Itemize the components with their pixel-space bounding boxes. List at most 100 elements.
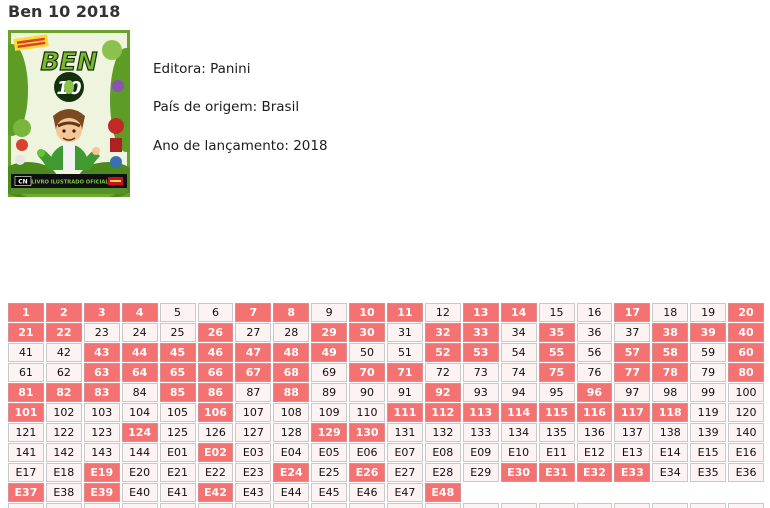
- sticker-cell-E30[interactable]: E30: [500, 463, 537, 482]
- sticker-cell-51[interactable]: 51: [387, 343, 423, 362]
- sticker-cell-68[interactable]: 68: [273, 363, 310, 382]
- sticker-cell-114[interactable]: 114: [500, 403, 537, 422]
- sticker-cell-16[interactable]: 16: [576, 303, 613, 322]
- sticker-cell-55[interactable]: 55: [538, 343, 575, 362]
- sticker-cell-57[interactable]: 57: [614, 343, 651, 362]
- sticker-cell-E13[interactable]: E13: [614, 443, 651, 462]
- sticker-cell-115[interactable]: 115: [538, 403, 575, 422]
- sticker-cell-73[interactable]: 73: [462, 363, 499, 382]
- sticker-cell-109[interactable]: 109: [311, 403, 348, 422]
- sticker-cell-138[interactable]: 138: [652, 423, 689, 442]
- sticker-cell-E01[interactable]: E01: [159, 443, 196, 462]
- sticker-cell-118[interactable]: 118: [652, 403, 689, 422]
- sticker-cell-27[interactable]: 27: [235, 323, 272, 342]
- sticker-cell-E27[interactable]: E27: [387, 463, 423, 482]
- sticker-cell-97[interactable]: 97: [614, 383, 651, 402]
- sticker-cell-E02[interactable]: E02: [197, 443, 234, 462]
- sticker-cell-144[interactable]: 144: [121, 443, 158, 462]
- sticker-cell-82[interactable]: 82: [45, 383, 82, 402]
- sticker-cell-95[interactable]: 95: [538, 383, 575, 402]
- sticker-cell-137[interactable]: 137: [614, 423, 651, 442]
- sticker-cell-96[interactable]: 96: [576, 383, 613, 402]
- sticker-cell-65[interactable]: 65: [159, 363, 196, 382]
- sticker-cell-E25[interactable]: E25: [311, 463, 348, 482]
- sticker-cell-124[interactable]: 124: [121, 423, 158, 442]
- sticker-cell-89[interactable]: 89: [311, 383, 348, 402]
- sticker-cell-E35[interactable]: E35: [690, 463, 727, 482]
- sticker-cell-31[interactable]: 31: [387, 323, 423, 342]
- sticker-cell-94[interactable]: 94: [500, 383, 537, 402]
- sticker-cell-90[interactable]: 90: [349, 383, 385, 402]
- sticker-cell-15[interactable]: 15: [538, 303, 575, 322]
- sticker-cell-E22[interactable]: E22: [197, 463, 234, 482]
- sticker-cell-139[interactable]: 139: [690, 423, 727, 442]
- sticker-cell-E33[interactable]: E33: [614, 463, 651, 482]
- sticker-cell-130[interactable]: 130: [349, 423, 385, 442]
- sticker-cell-E40[interactable]: E40: [121, 483, 158, 502]
- sticker-cell-E20[interactable]: E20: [121, 463, 158, 482]
- sticker-cell-12[interactable]: 12: [424, 303, 461, 322]
- sticker-cell-59[interactable]: 59: [690, 343, 727, 362]
- sticker-cell-112[interactable]: 112: [424, 403, 461, 422]
- sticker-cell-56[interactable]: 56: [576, 343, 613, 362]
- sticker-cell-42[interactable]: 42: [45, 343, 82, 362]
- sticker-cell-E29[interactable]: E29: [462, 463, 499, 482]
- sticker-cell-30[interactable]: 30: [349, 323, 385, 342]
- sticker-cell-85[interactable]: 85: [159, 383, 196, 402]
- sticker-cell-48[interactable]: 48: [273, 343, 310, 362]
- sticker-cell-E16[interactable]: E16: [728, 443, 764, 462]
- sticker-cell-10[interactable]: 10: [349, 303, 385, 322]
- sticker-cell-117[interactable]: 117: [614, 403, 651, 422]
- sticker-cell-116[interactable]: 116: [576, 403, 613, 422]
- sticker-cell-E04[interactable]: E04: [273, 443, 310, 462]
- sticker-cell-40[interactable]: 40: [728, 323, 764, 342]
- sticker-cell-123[interactable]: 123: [83, 423, 120, 442]
- sticker-cell-14[interactable]: 14: [500, 303, 537, 322]
- sticker-cell-70[interactable]: 70: [349, 363, 385, 382]
- sticker-cell-E47[interactable]: E47: [387, 483, 423, 502]
- sticker-cell-88[interactable]: 88: [273, 383, 310, 402]
- sticker-cell-79[interactable]: 79: [690, 363, 727, 382]
- sticker-cell-39[interactable]: 39: [690, 323, 727, 342]
- sticker-cell-46[interactable]: 46: [197, 343, 234, 362]
- sticker-cell-87[interactable]: 87: [235, 383, 272, 402]
- sticker-cell-29[interactable]: 29: [311, 323, 348, 342]
- sticker-cell-25[interactable]: 25: [159, 323, 196, 342]
- sticker-cell-E32[interactable]: E32: [576, 463, 613, 482]
- sticker-cell-64[interactable]: 64: [121, 363, 158, 382]
- sticker-cell-110[interactable]: 110: [349, 403, 385, 422]
- sticker-cell-E21[interactable]: E21: [159, 463, 196, 482]
- sticker-cell-2[interactable]: 2: [45, 303, 82, 322]
- sticker-cell-E37[interactable]: E37: [8, 483, 44, 502]
- sticker-cell-E38[interactable]: E38: [45, 483, 82, 502]
- sticker-cell-105[interactable]: 105: [159, 403, 196, 422]
- sticker-cell-E03[interactable]: E03: [235, 443, 272, 462]
- sticker-cell-E24[interactable]: E24: [273, 463, 310, 482]
- sticker-cell-4[interactable]: 4: [121, 303, 158, 322]
- sticker-cell-84[interactable]: 84: [121, 383, 158, 402]
- sticker-cell-18[interactable]: 18: [652, 303, 689, 322]
- sticker-cell-21[interactable]: 21: [8, 323, 44, 342]
- sticker-cell-54[interactable]: 54: [500, 343, 537, 362]
- sticker-cell-122[interactable]: 122: [45, 423, 82, 442]
- sticker-cell-58[interactable]: 58: [652, 343, 689, 362]
- sticker-cell-106[interactable]: 106: [197, 403, 234, 422]
- sticker-cell-98[interactable]: 98: [652, 383, 689, 402]
- sticker-cell-3[interactable]: 3: [83, 303, 120, 322]
- sticker-cell-E18[interactable]: E18: [45, 463, 82, 482]
- sticker-cell-E48[interactable]: E48: [424, 483, 461, 502]
- sticker-cell-E14[interactable]: E14: [652, 443, 689, 462]
- sticker-cell-77[interactable]: 77: [614, 363, 651, 382]
- sticker-cell-71[interactable]: 71: [387, 363, 423, 382]
- sticker-cell-69[interactable]: 69: [311, 363, 348, 382]
- sticker-cell-E34[interactable]: E34: [652, 463, 689, 482]
- sticker-cell-19[interactable]: 19: [690, 303, 727, 322]
- sticker-cell-45[interactable]: 45: [159, 343, 196, 362]
- sticker-cell-26[interactable]: 26: [197, 323, 234, 342]
- sticker-cell-47[interactable]: 47: [235, 343, 272, 362]
- sticker-cell-121[interactable]: 121: [8, 423, 44, 442]
- sticker-cell-E39[interactable]: E39: [83, 483, 120, 502]
- sticker-cell-67[interactable]: 67: [235, 363, 272, 382]
- sticker-cell-134[interactable]: 134: [500, 423, 537, 442]
- sticker-cell-131[interactable]: 131: [387, 423, 423, 442]
